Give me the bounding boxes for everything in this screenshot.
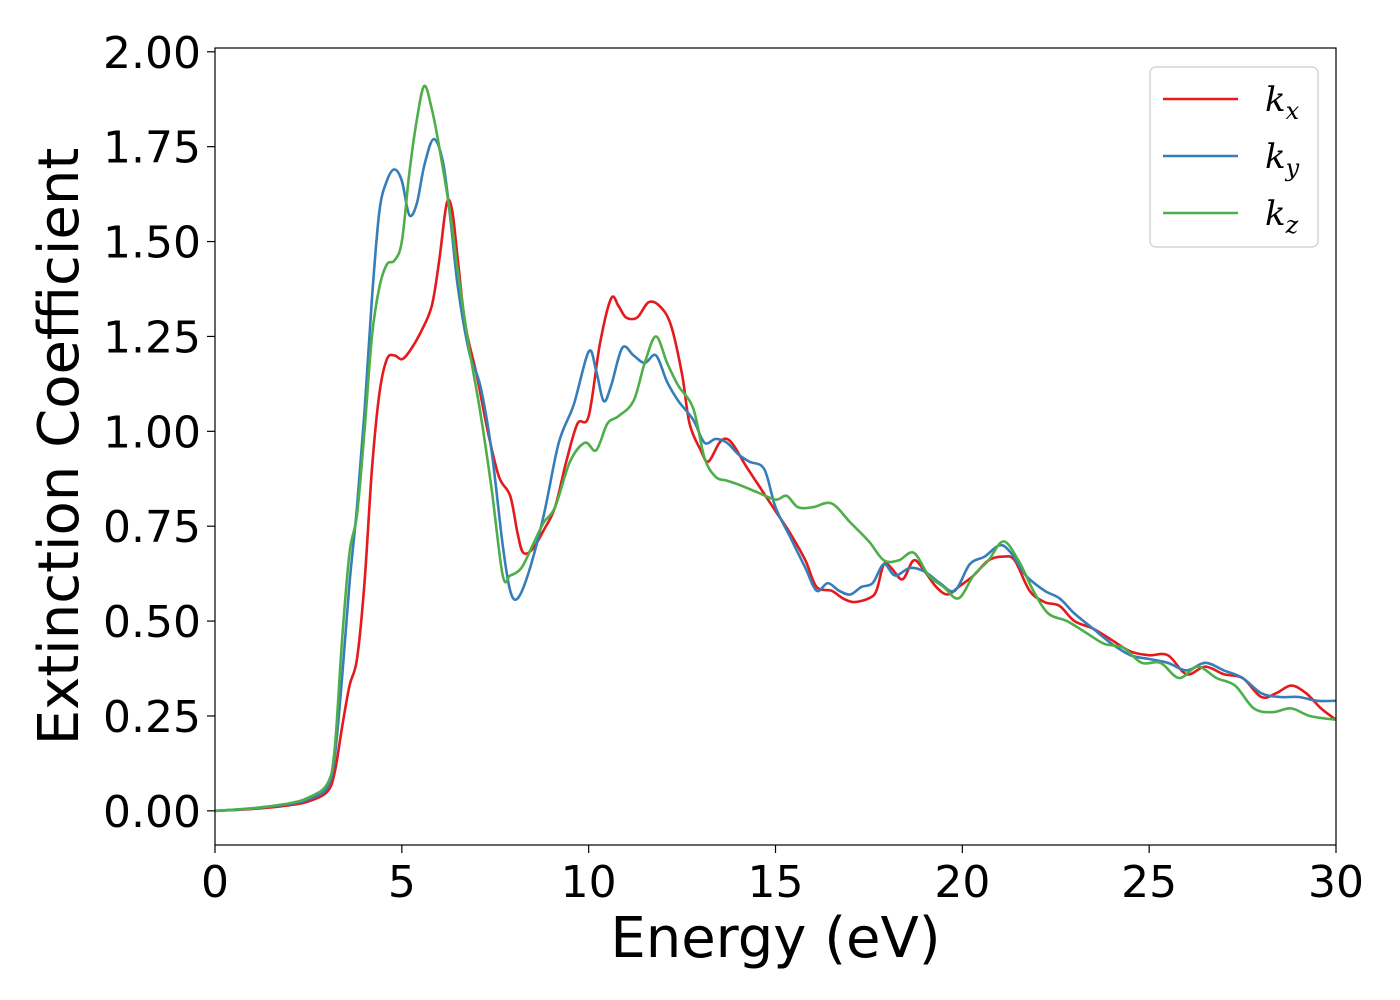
x-tick-label: 10	[561, 857, 617, 908]
series-line-kx	[215, 198, 1336, 813]
y-tick-label: 1.50	[103, 218, 201, 269]
x-tick-label: 30	[1308, 857, 1364, 908]
y-tick-label: 1.75	[103, 123, 201, 174]
y-tick-label: 0.50	[103, 597, 201, 648]
y-axis-title: Extinction Coefficient	[27, 148, 92, 746]
y-tick-label: 1.00	[103, 407, 201, 458]
legend-label-ky: ky	[1265, 137, 1300, 182]
x-tick-label: 20	[934, 857, 990, 908]
y-tick-label: 1.25	[103, 312, 201, 363]
x-axis-title: Energy (eV)	[610, 906, 940, 971]
y-tick-label: 0.75	[103, 502, 201, 553]
x-tick-label: 15	[748, 857, 804, 908]
series-layer	[215, 84, 1336, 813]
ticks-layer: 0 5 10 15 20 25 30 0.00 0.25 0.50 0.75 1.00 1.25 1.50…	[103, 28, 1364, 908]
x-tick-label: 5	[388, 857, 416, 908]
x-tick-label: 25	[1121, 857, 1177, 908]
series-line-ky	[215, 137, 1336, 813]
y-tick-label: 0.00	[103, 787, 201, 838]
series-line-kz	[215, 84, 1336, 813]
y-tick-label: 0.25	[103, 692, 201, 743]
x-tick-label: 0	[201, 857, 229, 908]
y-tick-label: 2.00	[103, 28, 201, 79]
